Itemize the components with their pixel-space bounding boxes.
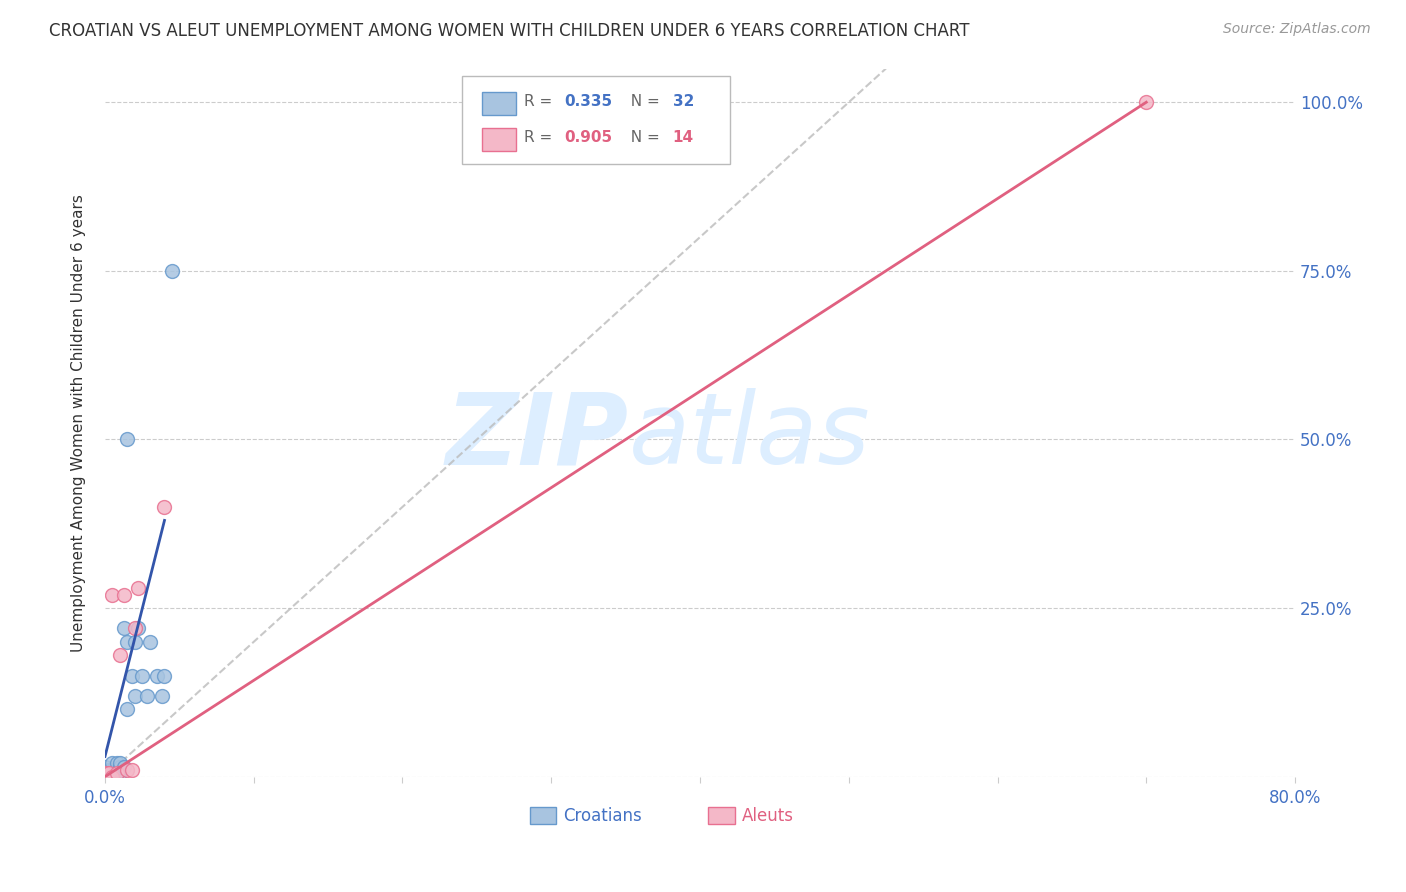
Bar (530, 807, 555, 824)
Point (108, 759, 131, 773)
Text: R =: R = (524, 130, 557, 145)
Point (1135, 95, 1157, 110)
Point (153, 668, 176, 682)
Point (105, 766, 128, 780)
Point (101, 756, 124, 771)
Point (94, 766, 117, 780)
Point (117, 433, 139, 447)
Text: R =: R = (524, 95, 557, 110)
Point (146, 668, 169, 682)
Point (117, 702, 139, 716)
Text: Croatians: Croatians (564, 806, 643, 824)
Point (101, 770, 124, 784)
Point (112, 759, 135, 773)
Y-axis label: Unemployment Among Women with Children Under 6 years: Unemployment Among Women with Children U… (72, 194, 86, 651)
Point (135, 689, 157, 703)
Point (127, 621, 149, 635)
Point (108, 756, 131, 771)
Point (150, 689, 173, 703)
Point (94, 770, 117, 784)
Point (101, 766, 124, 780)
Point (108, 766, 131, 780)
Text: N =: N = (621, 95, 665, 110)
Bar (482, 92, 516, 115)
Point (117, 763, 139, 777)
Bar (482, 128, 516, 151)
Point (105, 766, 128, 780)
Text: Aleuts: Aleuts (741, 806, 793, 824)
Point (101, 763, 124, 777)
Point (131, 668, 153, 682)
Bar (709, 807, 734, 824)
Text: 32: 32 (672, 95, 695, 110)
Point (138, 635, 160, 649)
Point (127, 581, 149, 595)
Text: N =: N = (621, 130, 665, 145)
Point (160, 264, 183, 278)
Point (121, 763, 143, 777)
Point (153, 500, 176, 514)
Text: 0.335: 0.335 (564, 95, 613, 110)
Text: 14: 14 (672, 130, 693, 145)
Point (98, 766, 121, 780)
Text: ZIP: ZIP (446, 388, 628, 485)
Text: atlas: atlas (628, 388, 870, 485)
Point (98, 766, 121, 780)
Point (94, 759, 117, 773)
Text: Source: ZipAtlas.com: Source: ZipAtlas.com (1223, 22, 1371, 37)
Point (108, 763, 131, 777)
Point (105, 756, 128, 771)
Point (101, 770, 124, 784)
Point (94, 766, 117, 780)
Point (112, 588, 135, 602)
Point (121, 668, 143, 682)
Point (124, 635, 146, 649)
Point (108, 648, 131, 663)
FancyBboxPatch shape (463, 76, 730, 164)
Text: CROATIAN VS ALEUT UNEMPLOYMENT AMONG WOMEN WITH CHILDREN UNDER 6 YEARS CORRELATI: CROATIAN VS ALEUT UNEMPLOYMENT AMONG WOM… (49, 22, 970, 40)
Point (117, 635, 139, 649)
Point (124, 621, 146, 635)
Text: 0.905: 0.905 (564, 130, 613, 145)
Point (94, 763, 117, 777)
Point (112, 621, 135, 635)
Point (101, 588, 124, 602)
Point (124, 689, 146, 703)
Point (105, 763, 128, 777)
Point (98, 763, 121, 777)
